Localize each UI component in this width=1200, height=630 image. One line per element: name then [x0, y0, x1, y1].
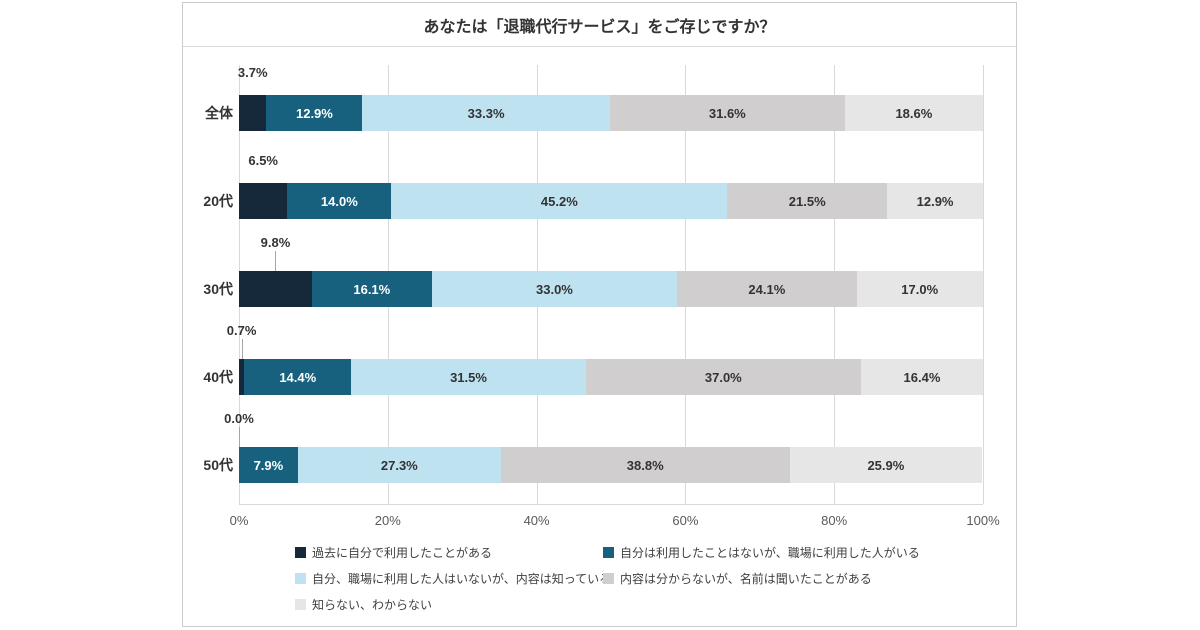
label-leader-line: [239, 427, 240, 447]
bar-segment: 33.0%: [431, 271, 678, 307]
chart-row: 全体 12.9% 33.3% 31.6% 18.6% 3.7%: [205, 65, 983, 153]
segment-value-label-outside: 3.7%: [237, 65, 268, 80]
bar-segment: 21.5%: [727, 183, 888, 219]
bar-segment: [239, 359, 245, 395]
bar-segment: 38.8%: [500, 447, 790, 483]
bar-segment: 37.0%: [585, 359, 861, 395]
bar-segment: 33.3%: [362, 95, 610, 131]
bar-segment: 31.6%: [609, 95, 845, 131]
legend-label: 自分、職場に利用した人はいないが、内容は知っている: [312, 572, 612, 586]
segment-value-label: 24.1%: [748, 281, 786, 297]
legend-label: 内容は分からないが、名前は聞いたことがある: [620, 572, 872, 586]
segment-value-label: 16.1%: [353, 281, 391, 297]
stacked-bar: 7.9% 27.3% 38.8% 25.9%: [239, 447, 983, 483]
segment-value-label: 27.3%: [380, 457, 418, 473]
stacked-bar: 12.9% 33.3% 31.6% 18.6%: [239, 95, 983, 131]
category-label: 全体: [205, 105, 233, 121]
category-label: 40代: [203, 369, 233, 385]
legend-color-swatch: [295, 573, 306, 584]
segment-value-label: 7.9%: [253, 457, 284, 473]
chart-row: 40代 14.4% 31.5% 37.0% 16.4% 0.7%: [203, 323, 983, 417]
stacked-bar: 14.0% 45.2% 21.5% 12.9%: [239, 183, 983, 219]
bar-segment: 12.9%: [887, 183, 983, 219]
bar-segment: 17.0%: [856, 271, 983, 307]
legend-item: 自分、職場に利用した人はいないが、内容は知っている: [295, 569, 611, 588]
category-label: 50代: [203, 457, 233, 473]
segment-value-label: 31.5%: [450, 369, 487, 385]
legend-color-swatch: [295, 599, 306, 610]
plot-area: 全体 12.9% 33.3% 31.6% 18.6% 3.7% 20代 14.0% 45.2% 2…: [203, 65, 1000, 528]
legend: 過去に自分で利用したことがある 自分は利用したことはないが、職場に利用した人がいる…: [295, 543, 920, 614]
segment-value-label: 33.0%: [536, 281, 573, 297]
label-leader-line: [275, 251, 277, 271]
x-tick-label: 80%: [821, 513, 848, 528]
chart-row: 50代 7.9% 27.3% 38.8% 25.9% 0.0%: [203, 411, 983, 505]
x-tick-label: 100%: [966, 513, 1000, 528]
stacked-bar: 14.4% 31.5% 37.0% 16.4%: [239, 359, 983, 395]
segment-value-label-outside: 6.5%: [248, 153, 278, 168]
segment-value-label: 33.3%: [467, 105, 505, 121]
bar-segment: 12.9%: [266, 95, 363, 131]
gridline: [983, 65, 984, 504]
category-label: 20代: [203, 193, 233, 209]
bar-segment: 24.1%: [677, 271, 857, 307]
legend-color-swatch: [603, 573, 614, 584]
segment-value-label: 31.6%: [708, 105, 746, 121]
segment-value-label: 14.4%: [279, 369, 317, 385]
segment-value-label: 17.0%: [901, 281, 939, 297]
segment-value-label: 38.8%: [626, 457, 664, 473]
x-axis: 0% 20% 40% 60% 80% 100%: [230, 513, 1000, 531]
bar-segment: 7.9%: [239, 447, 298, 483]
segment-value-label: 45.2%: [540, 193, 578, 209]
legend-item: 内容は分からないが、名前は聞いたことがある: [603, 569, 920, 588]
bar-segment: 14.4%: [244, 359, 352, 395]
legend-item: 知らない、わからない: [295, 595, 603, 614]
segment-value-label: 21.5%: [788, 193, 826, 209]
bar-segment: 45.2%: [391, 183, 728, 219]
bar-segment: 25.9%: [789, 447, 983, 483]
stacked-bar: 16.1% 33.0% 24.1% 17.0%: [239, 271, 983, 307]
chart-card: あなたは「退職代行サービス」をご存じですか？ 全体 12.9% 33.3% 31.6%…: [182, 2, 1017, 627]
segment-value-label: 18.6%: [895, 105, 933, 121]
segment-value-label: 25.9%: [867, 457, 905, 473]
bar-segment: 14.0%: [287, 183, 392, 219]
legend-color-swatch: [295, 547, 306, 558]
segment-value-label-outside: 0.7%: [226, 323, 257, 338]
segment-value-label: 16.4%: [903, 369, 941, 385]
segment-value-label: 37.0%: [704, 369, 742, 385]
bar-segment: [239, 183, 288, 219]
x-tick-label: 0%: [229, 513, 249, 528]
bar-segment: [239, 95, 267, 131]
chart-row: 30代 16.1% 33.0% 24.1% 17.0% 9.8%: [203, 235, 983, 329]
segment-value-label: 12.9%: [916, 193, 954, 209]
segment-value-label-outside: 0.0%: [224, 411, 254, 426]
bar-segment: 18.6%: [844, 95, 983, 131]
chart-title: あなたは「退職代行サービス」をご存じですか？: [183, 3, 1016, 47]
segment-value-label: 14.0%: [320, 193, 358, 209]
bar-segment: 16.4%: [860, 359, 983, 395]
bar-segment: 31.5%: [351, 359, 586, 395]
x-tick-label: 20%: [374, 513, 401, 528]
legend-label: 自分は利用したことはないが、職場に利用した人がいる: [620, 546, 920, 560]
label-leader-line: [241, 339, 243, 359]
segment-value-label-outside: 9.8%: [260, 235, 291, 250]
legend-color-swatch: [603, 547, 614, 558]
bar-segment: [239, 271, 312, 307]
legend-label: 知らない、わからない: [312, 598, 433, 612]
segment-value-label: 12.9%: [295, 105, 333, 121]
legend-item: 過去に自分で利用したことがある: [295, 543, 603, 562]
bar-segment: 16.1%: [311, 271, 432, 307]
category-label: 30代: [203, 281, 233, 297]
x-tick-label: 40%: [523, 513, 550, 528]
x-tick-label: 60%: [672, 513, 699, 528]
bar-segment: 27.3%: [297, 447, 501, 483]
legend-label: 過去に自分で利用したことがある: [312, 546, 493, 560]
legend-item: 自分は利用したことはないが、職場に利用した人がいる: [603, 543, 920, 562]
chart-row: 20代 14.0% 45.2% 21.5% 12.9% 6.5%: [203, 153, 983, 241]
